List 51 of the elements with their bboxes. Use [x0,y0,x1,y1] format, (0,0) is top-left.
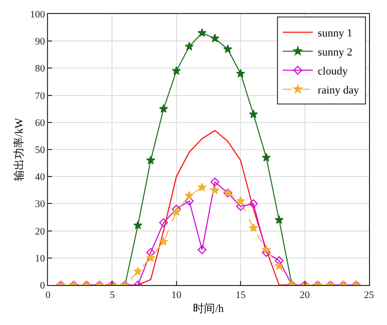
y-tick-label: 70 [35,90,45,102]
y-tick-label: 30 [35,199,45,210]
point [159,104,168,113]
point [223,44,232,54]
point [274,261,284,270]
x-tick-label: 20 [300,290,310,301]
point [159,236,168,246]
point [133,220,142,230]
y-tick-label: 60 [35,118,45,129]
point [248,110,258,118]
y-tick-label: 0 [40,280,45,292]
point [262,245,271,254]
point [198,28,207,37]
point [146,156,156,164]
point [172,66,181,75]
y-tick-label: 10 [35,253,45,264]
legend-label: rainy day [318,84,360,96]
legend-label: cloudy [318,66,348,78]
point [146,248,156,257]
y-tick-label: 90 [35,36,45,48]
point [236,196,246,205]
legend-label: sunny 1 [318,28,352,40]
point [249,199,258,208]
point [159,218,168,228]
y-tick-label: 50 [35,145,45,156]
point [172,207,181,216]
x-tick-label: 25 [364,290,374,301]
y-tick-label: 40 [35,172,45,184]
point [262,152,271,162]
point [146,253,156,262]
point [210,178,220,186]
y-tick-label: 80 [35,64,45,75]
point [198,182,207,192]
x-axis-title: 时间/h [193,302,224,316]
point [274,215,284,224]
x-tick-label: 5 [110,290,115,301]
point [236,202,245,211]
y-axis-title: 输出功率/kW [12,117,26,181]
y-tick-label: 100 [30,10,45,20]
x-tick-label: 10 [171,290,182,301]
legend-label: sunny 2 [318,46,352,58]
point [184,190,194,200]
point [184,42,194,50]
point [236,68,246,78]
point [210,34,220,42]
y-tick-label: 20 [35,226,45,238]
x-tick-label: 15 [236,290,246,301]
point [133,266,142,276]
point [210,185,220,194]
point [248,223,258,232]
point [198,245,206,254]
